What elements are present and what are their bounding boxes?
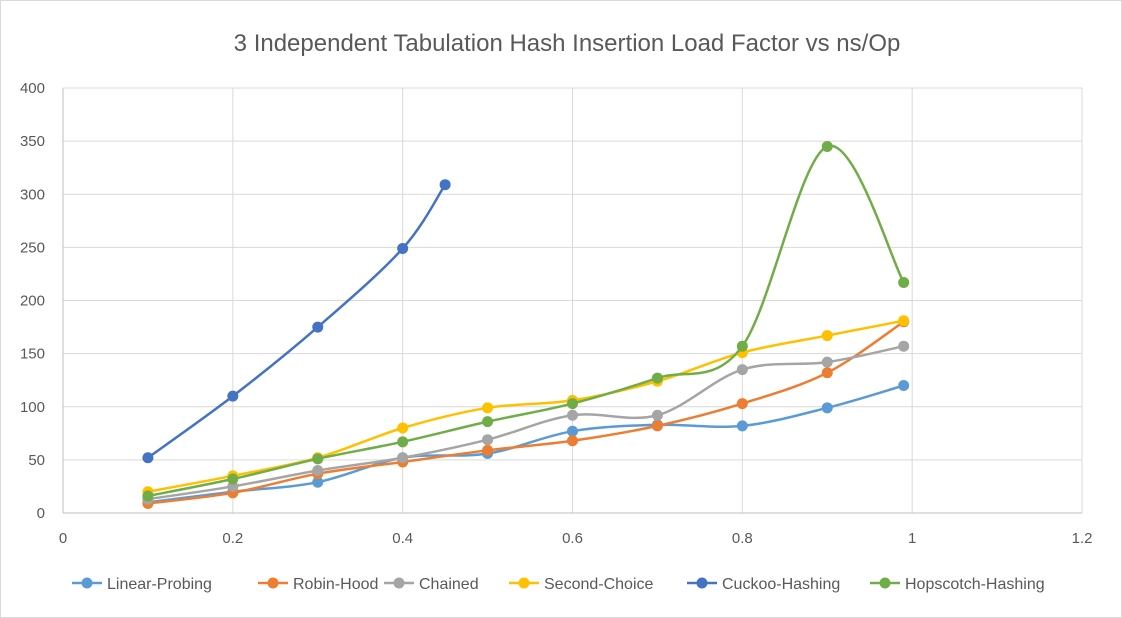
data-point [651, 372, 663, 384]
legend: Linear-Probing Robin-Hood Chained Second-Ch… [72, 576, 1045, 593]
y-tick-label: 0 [37, 505, 45, 522]
legend-marker [879, 577, 891, 589]
legend-marker [696, 577, 708, 589]
data-point [651, 420, 663, 432]
data-point [821, 140, 833, 152]
data-point [821, 330, 833, 342]
data-point [482, 416, 494, 428]
data-point [142, 490, 154, 502]
series-chained [142, 340, 910, 505]
data-point [898, 380, 910, 391]
axes: 0 0.2 0.4 0.6 0.8 1 1.2 0 50 100 150 200 250 300 350 40… [20, 80, 1092, 547]
chart-title: 3 Independent Tabulation Hash Insertion … [234, 30, 901, 57]
data-point [397, 452, 409, 464]
x-tick-label: 0 [59, 530, 67, 547]
data-point [482, 444, 494, 456]
data-point [312, 476, 324, 488]
data-point [482, 434, 494, 446]
x-tick-label: 1 [908, 530, 916, 547]
series-line [147, 344, 904, 501]
y-tick-label: 400 [20, 80, 45, 97]
data-point [567, 398, 578, 410]
series-line [147, 384, 905, 504]
legend-marker [393, 577, 405, 589]
y-tick-label: 150 [20, 346, 45, 363]
y-tick-label: 100 [20, 399, 45, 416]
legend-label: Hopscotch-Hashing [905, 576, 1045, 593]
data-point [898, 340, 910, 352]
y-tick-label: 50 [28, 452, 45, 469]
data-point [736, 420, 748, 432]
series-line [147, 183, 447, 459]
series-second-choice [142, 315, 910, 498]
data-point [312, 465, 324, 476]
legend-label: Linear-Probing [107, 576, 212, 593]
y-tick-label: 250 [20, 239, 45, 256]
data-point [821, 356, 833, 368]
series-hopscotch-hashing [142, 140, 910, 502]
data-point [567, 409, 578, 421]
data-point [821, 402, 833, 414]
data-point [312, 453, 324, 465]
series-layer [142, 140, 910, 509]
data-point [312, 321, 324, 333]
x-tick-label: 1.2 [1072, 530, 1093, 547]
data-point [651, 409, 663, 421]
data-point [397, 436, 409, 448]
series-cuckoo-hashing [142, 179, 451, 464]
data-point [736, 398, 748, 410]
y-tick-label: 300 [20, 186, 45, 203]
data-point [898, 315, 910, 327]
data-point [227, 473, 239, 485]
legend-marker [518, 577, 530, 589]
gridlines [63, 87, 1083, 513]
legend-marker [81, 577, 93, 589]
series-line [147, 320, 905, 505]
legend-label: Cuckoo-Hashing [722, 576, 840, 593]
data-point [821, 367, 833, 379]
legend-label: Chained [419, 576, 479, 593]
x-tick-label: 0.6 [562, 530, 583, 547]
y-tick-label: 200 [20, 293, 45, 310]
legend-label: Second-Choice [544, 576, 654, 593]
x-tick-label: 0.2 [222, 530, 243, 547]
legend-label: Robin-Hood [293, 576, 378, 593]
data-point [397, 242, 409, 254]
data-point [567, 425, 578, 437]
legend-item: Robin-Hood [258, 576, 378, 593]
legend-item: Cuckoo-Hashing [687, 576, 840, 593]
series-line [147, 319, 904, 493]
legend-marker [267, 577, 279, 589]
y-tick-label: 350 [20, 133, 45, 150]
x-tick-label: 0.8 [732, 530, 753, 547]
data-point [736, 364, 748, 376]
legend-item: Chained [384, 576, 479, 593]
data-point [397, 422, 409, 434]
data-point [227, 390, 239, 402]
data-point [898, 276, 910, 288]
data-point [482, 402, 494, 414]
data-point [142, 452, 154, 464]
legend-item: Linear-Probing [72, 576, 212, 593]
legend-item: Hopscotch-Hashing [870, 576, 1045, 593]
data-point [567, 435, 578, 447]
data-point [736, 340, 748, 352]
legend-item: Second-Choice [509, 576, 654, 593]
x-tick-label: 0.4 [392, 530, 413, 547]
data-point [439, 179, 451, 191]
